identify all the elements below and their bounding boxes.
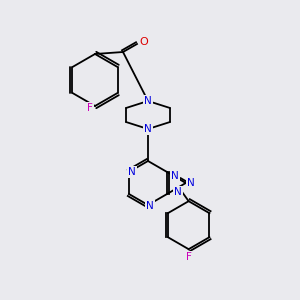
Text: N: N xyxy=(146,201,154,211)
Text: N: N xyxy=(171,171,178,181)
Text: N: N xyxy=(174,187,182,197)
Text: F: F xyxy=(87,103,93,113)
Text: N: N xyxy=(128,167,136,177)
Text: N: N xyxy=(144,96,152,106)
Text: F: F xyxy=(186,252,192,262)
Text: O: O xyxy=(140,37,148,47)
Text: N: N xyxy=(144,124,152,134)
Text: N: N xyxy=(187,178,195,188)
